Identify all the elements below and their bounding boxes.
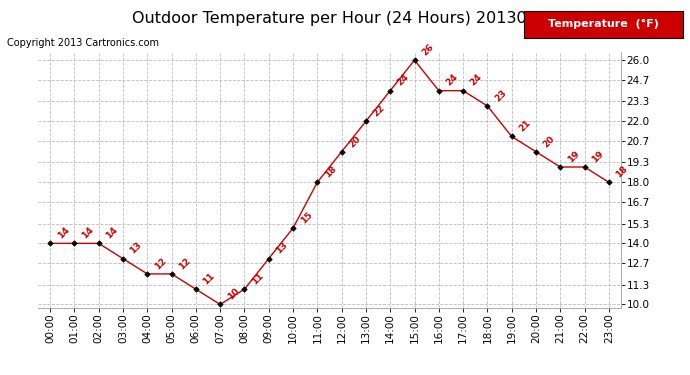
Text: 20: 20 bbox=[347, 134, 362, 149]
Text: 24: 24 bbox=[396, 73, 411, 88]
Text: 24: 24 bbox=[444, 73, 460, 88]
Text: 11: 11 bbox=[201, 271, 217, 286]
Text: 21: 21 bbox=[518, 118, 533, 134]
Text: 14: 14 bbox=[104, 225, 119, 241]
Text: 18: 18 bbox=[614, 164, 629, 180]
Text: 22: 22 bbox=[371, 103, 386, 118]
Text: 14: 14 bbox=[80, 225, 95, 241]
Text: 12: 12 bbox=[152, 256, 168, 271]
Text: 13: 13 bbox=[128, 241, 144, 256]
Text: Temperature  (°F): Temperature (°F) bbox=[549, 20, 659, 29]
Text: 19: 19 bbox=[566, 149, 581, 164]
Text: 24: 24 bbox=[469, 73, 484, 88]
Text: 15: 15 bbox=[299, 210, 314, 225]
Text: 19: 19 bbox=[590, 149, 605, 164]
Text: 23: 23 bbox=[493, 88, 508, 103]
Text: 26: 26 bbox=[420, 42, 435, 57]
Text: 10: 10 bbox=[226, 286, 241, 302]
Text: 13: 13 bbox=[275, 241, 290, 256]
Text: 11: 11 bbox=[250, 271, 265, 286]
Text: 14: 14 bbox=[56, 225, 71, 241]
Text: 20: 20 bbox=[542, 134, 557, 149]
Text: Outdoor Temperature per Hour (24 Hours) 20130114: Outdoor Temperature per Hour (24 Hours) … bbox=[132, 11, 558, 26]
Text: 12: 12 bbox=[177, 256, 193, 271]
Text: Copyright 2013 Cartronics.com: Copyright 2013 Cartronics.com bbox=[7, 38, 159, 48]
Text: 18: 18 bbox=[323, 164, 338, 180]
